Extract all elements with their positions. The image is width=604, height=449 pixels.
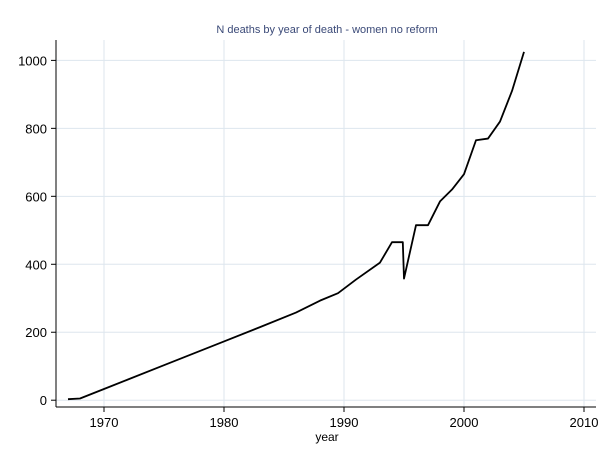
y-tick-label: 1000 — [18, 53, 47, 68]
x-tick-label: 2000 — [450, 415, 479, 430]
chart-title: N deaths by year of death - women no ref… — [216, 24, 437, 36]
y-tick-label: 200 — [25, 325, 47, 340]
y-tick-label: 400 — [25, 257, 47, 272]
y-tick-label: 800 — [25, 121, 47, 136]
y-tick-label: 600 — [25, 189, 47, 204]
x-tick-label: 1990 — [330, 415, 359, 430]
x-tick-label: 1980 — [210, 415, 239, 430]
x-tick-label: 2010 — [570, 415, 599, 430]
x-axis-label: year — [315, 430, 338, 444]
x-tick-label: 1970 — [90, 415, 119, 430]
y-tick-label: 0 — [40, 393, 47, 408]
